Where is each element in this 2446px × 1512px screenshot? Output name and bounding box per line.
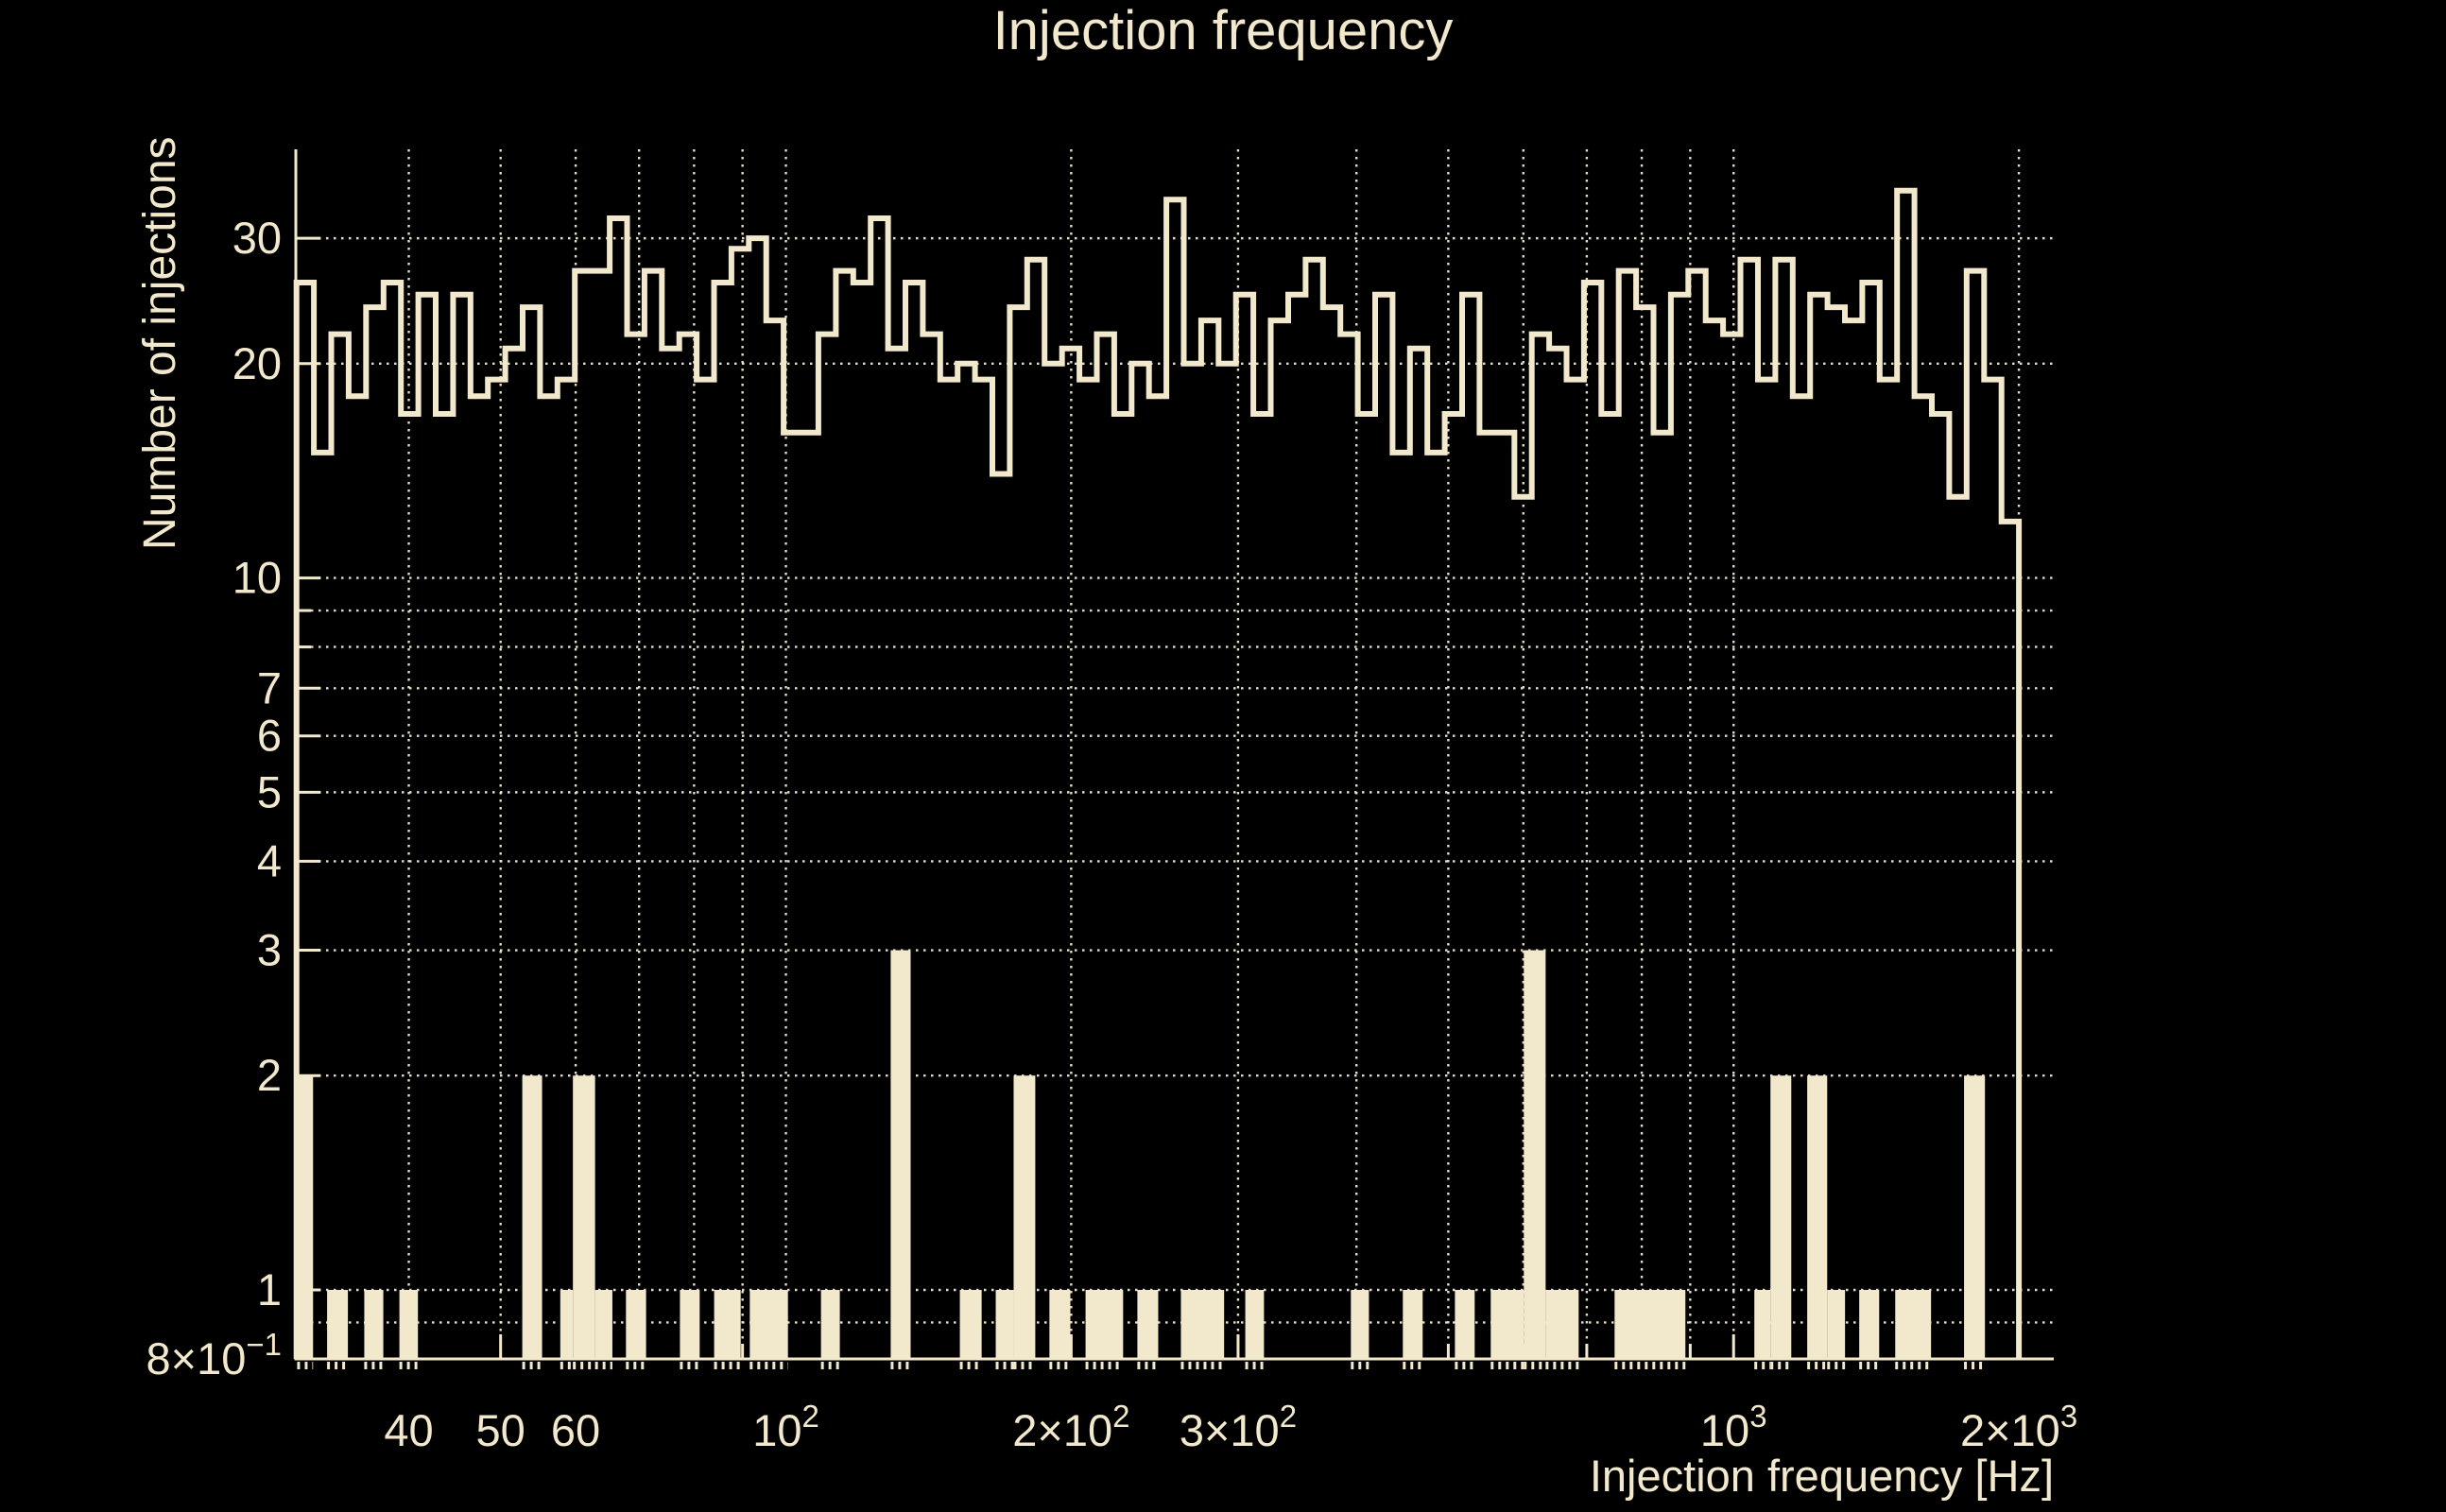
- filled-histogram-bar: [1085, 1289, 1124, 1359]
- filled-histogram-bar: [1754, 1289, 1771, 1359]
- filled-histogram-bar: [1807, 1075, 1828, 1359]
- filled-histogram-bar: [1827, 1289, 1846, 1359]
- filled-histogram-bar: [1859, 1289, 1880, 1359]
- x-tick-label: 103: [1700, 1399, 1767, 1455]
- filled-histogram-bar: [1490, 1289, 1524, 1359]
- filled-histogram-bar: [327, 1289, 349, 1359]
- filled-histogram-bar: [1013, 1075, 1036, 1359]
- filled-histogram-bar: [995, 1289, 1014, 1359]
- filled-histogram-bar: [573, 1075, 595, 1359]
- filled-histogram-bar: [1964, 1075, 1986, 1359]
- filled-histogram-bar: [890, 950, 911, 1359]
- x-tick-label: 40: [384, 1405, 433, 1455]
- filled-histogram-bar: [364, 1289, 384, 1359]
- y-tick-label: 20: [233, 338, 282, 388]
- x-tick-label: 2×103: [1960, 1399, 2077, 1455]
- filled-histogram-bar: [749, 1289, 788, 1359]
- filled-histogram-bar: [959, 1289, 982, 1359]
- y-axis-title: Number of injections: [135, 136, 185, 550]
- y-tick-label: 3: [257, 925, 282, 975]
- x-tick-label: 3×102: [1180, 1399, 1297, 1455]
- chart-title: Injection frequency: [992, 0, 1454, 61]
- filled-histogram-bar: [297, 1075, 314, 1359]
- y-tick-label: 5: [257, 766, 282, 816]
- filled-histogram-bar: [1180, 1289, 1225, 1359]
- filled-histogram-bar: [1137, 1289, 1159, 1359]
- filled-histogram-bar: [1770, 1075, 1792, 1359]
- x-tick-label: 60: [551, 1405, 600, 1455]
- filled-histogram-bar: [1895, 1289, 1932, 1359]
- filled-histogram-bar: [1351, 1289, 1369, 1359]
- filled-histogram-bar: [680, 1289, 700, 1359]
- filled-histogram-bar: [1049, 1289, 1071, 1359]
- x-axis-title: Injection frequency [Hz]: [1589, 1451, 2054, 1501]
- filled-histogram-bar: [714, 1289, 741, 1359]
- filled-histogram-bar: [1524, 950, 1546, 1359]
- y-tick-label: 4: [257, 835, 282, 885]
- filled-histogram-bar: [1245, 1289, 1265, 1359]
- y-tick-label: 8×10−1: [146, 1327, 283, 1383]
- y-tick-label: 1: [257, 1264, 282, 1314]
- y-tick-label: 7: [257, 662, 282, 713]
- x-tick-label: 2×102: [1012, 1399, 1129, 1455]
- filled-histogram-bar: [1403, 1289, 1423, 1359]
- step-histogram-outline: [293, 187, 2023, 1359]
- filled-histogram-bar: [560, 1289, 574, 1359]
- y-tick-label: 10: [233, 553, 282, 603]
- x-tick-label: 102: [752, 1399, 819, 1455]
- y-tick-label: 2: [257, 1050, 282, 1100]
- filled-histogram-bar: [820, 1289, 840, 1359]
- filled-histogram-bar: [594, 1289, 612, 1359]
- filled-histogram-bar: [1455, 1289, 1475, 1359]
- filled-histogram-bar: [626, 1289, 646, 1359]
- filled-histogram-bar: [522, 1075, 543, 1359]
- filled-histogram-bar: [1614, 1289, 1686, 1359]
- filled-histogram-bar: [399, 1289, 419, 1359]
- x-tick-label: 50: [476, 1405, 525, 1455]
- y-tick-label: 6: [257, 711, 282, 761]
- y-tick-label: 30: [233, 213, 282, 263]
- filled-histogram-bar: [1545, 1289, 1579, 1359]
